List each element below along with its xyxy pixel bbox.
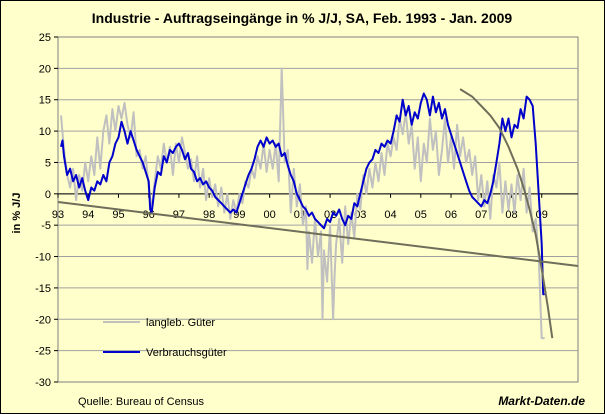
gridlines bbox=[58, 67, 578, 352]
legend-label: Verbrauchsgüter bbox=[146, 347, 227, 359]
y-tick-label: 20 bbox=[39, 63, 51, 75]
brand-label: Markt-Daten.de bbox=[498, 394, 585, 408]
x-tick-label: 96 bbox=[143, 209, 155, 221]
y-tick-label: -10 bbox=[35, 252, 51, 264]
x-tick-label: 09 bbox=[536, 209, 548, 221]
x-tick-label: 05 bbox=[415, 209, 427, 221]
x-tick-label: 08 bbox=[505, 209, 517, 221]
x-tick-label: 07 bbox=[475, 209, 487, 221]
legend: langleb. Güter Verbrauchsgüter bbox=[103, 317, 227, 359]
source-note: Quelle: Bureau of Census bbox=[78, 396, 204, 408]
y-tick-label: -30 bbox=[35, 377, 51, 389]
y-tick-label: -20 bbox=[35, 314, 51, 326]
y-axis: 25 20 15 10 5 0 -5 -10 -15 -20 -25 -30 bbox=[35, 32, 58, 389]
x-tick-label: 95 bbox=[112, 209, 124, 221]
x-tick-label: 94 bbox=[82, 209, 94, 221]
plot-area bbox=[57, 36, 579, 383]
y-tick-label: 10 bbox=[39, 126, 51, 138]
x-tick-label: 06 bbox=[445, 209, 457, 221]
x-tick-label: 97 bbox=[173, 209, 185, 221]
trendline-linear bbox=[57, 201, 579, 267]
x-tick-label: 98 bbox=[203, 209, 215, 221]
legend-label: langleb. Güter bbox=[146, 317, 215, 329]
y-tick-label: -5 bbox=[41, 220, 51, 232]
trendline-curve bbox=[459, 88, 554, 339]
y-tick-label: 25 bbox=[39, 32, 51, 44]
y-tick-label: 5 bbox=[45, 157, 51, 169]
y-tick-label: -25 bbox=[35, 346, 51, 358]
x-tick-label: 04 bbox=[384, 209, 396, 221]
y-tick-label: -15 bbox=[35, 283, 51, 295]
x-tick-label: 00 bbox=[264, 209, 276, 221]
trendlines bbox=[57, 88, 579, 339]
y-tick-label: 0 bbox=[45, 189, 51, 201]
series-line-verbrauchsgueter bbox=[60, 92, 545, 296]
y-axis-label: in % J/J bbox=[11, 193, 23, 234]
y-tick-label: 15 bbox=[39, 95, 51, 107]
x-tick-label: 93 bbox=[52, 209, 64, 221]
series-lines bbox=[60, 67, 545, 340]
x-tick-label: 03 bbox=[354, 209, 366, 221]
chart-title: Industrie - Auftragseingänge in % J/J, S… bbox=[92, 10, 513, 26]
